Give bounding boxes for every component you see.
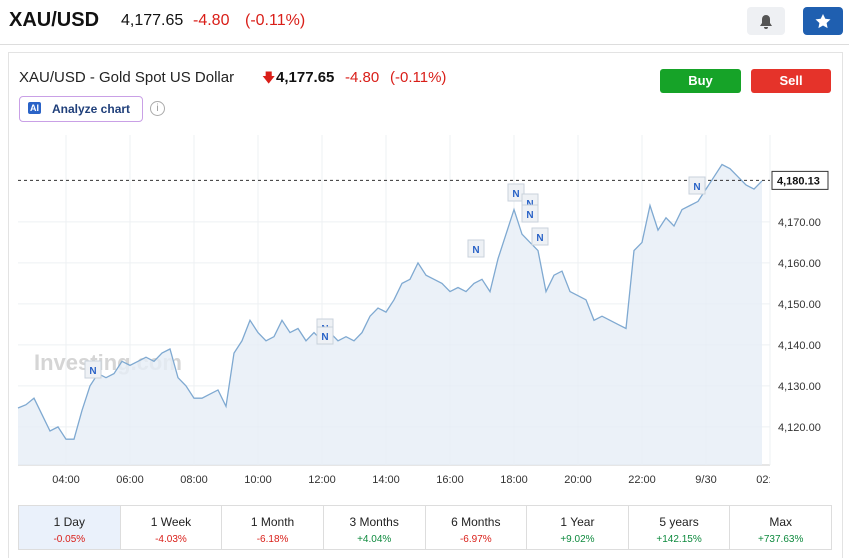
news-marker	[521, 204, 539, 223]
last-price-label: 4,180.13	[777, 175, 820, 187]
symbol: XAU/USD	[9, 9, 100, 31]
news-marker	[531, 227, 549, 246]
period-tab[interactable]: 3 Months +4.04%	[324, 506, 426, 549]
x-tick-label: 20:00	[564, 474, 592, 486]
alert-button[interactable]	[747, 7, 785, 35]
x-tick-label: 06:00	[116, 474, 144, 486]
header: XAU/USD 4,177.65 -4.80 (-0.11%)	[0, 0, 849, 45]
period-change: -4.03%	[155, 534, 187, 545]
period-tab[interactable]: 1 Day -0.05%	[19, 506, 121, 549]
news-marker	[507, 183, 525, 202]
period-change: +142.15%	[656, 534, 702, 545]
news-marker-label: N	[472, 245, 479, 256]
news-marker	[467, 239, 485, 258]
change-pct: (-0.11%)	[245, 12, 306, 29]
star-icon	[815, 14, 831, 29]
period-name: 1 Day	[53, 515, 85, 529]
news-marker	[688, 176, 706, 195]
period-bar: 1 Day -0.05% 1 Week -4.03% 1 Month -6.18% 3 Mo…	[18, 505, 832, 550]
news-marker	[316, 326, 334, 345]
x-tick-label: 10:00	[244, 474, 272, 486]
panel-price: 4,177.65	[276, 69, 335, 86]
news-marker	[84, 360, 102, 379]
y-tick-label: 4,160.00	[778, 258, 821, 270]
period-tab[interactable]: 1 Week -4.03%	[121, 506, 223, 549]
x-tick-label: 22:00	[628, 474, 656, 486]
x-tick-label: 16:00	[436, 474, 464, 486]
period-change: +9.02%	[560, 534, 595, 545]
buy-button[interactable]: Buy	[660, 69, 741, 93]
x-tick-label: 18:00	[500, 474, 528, 486]
period-name: 6 Months	[451, 515, 501, 529]
x-tick-label: 08:00	[180, 474, 208, 486]
analyze-label: Analyze chart	[52, 102, 131, 116]
down-arrow: 🡇	[262, 70, 276, 85]
y-tick-label: 4,140.00	[778, 340, 821, 352]
period-name: 3 Months	[349, 515, 399, 529]
info-icon[interactable]: i	[150, 101, 165, 116]
change: -4.80	[193, 12, 230, 29]
news-marker-label: N	[89, 366, 96, 377]
news-marker-label: N	[693, 182, 700, 193]
period-name: 5 years	[659, 515, 699, 529]
news-marker-label: N	[536, 233, 543, 244]
x-tick-label: 02:00	[756, 474, 784, 486]
x-tick-label: 14:00	[372, 474, 400, 486]
panel-change-pct: (-0.11%)	[390, 69, 447, 86]
period-change: -6.18%	[256, 534, 289, 545]
panel-change: -4.80	[345, 69, 380, 86]
chart: Investing.com 04:00 06:00 08:00 10:00 12:00 1…	[17, 135, 829, 486]
period-change: +4.04%	[357, 534, 392, 545]
price: 4,177.65	[121, 12, 184, 29]
y-tick-label: 4,150.00	[778, 299, 821, 311]
last-price-tag	[771, 170, 829, 190]
x-tick-label: 12:00	[308, 474, 336, 486]
period-change: +737.63%	[758, 534, 804, 545]
period-tab[interactable]: 1 Month -6.18%	[222, 506, 324, 549]
ai-badge: AI	[28, 102, 41, 114]
line	[17, 163, 763, 440]
watchlist-button[interactable]	[803, 7, 843, 35]
bell-icon	[760, 15, 772, 29]
area	[18, 164, 762, 465]
instrument-name: XAU/USD - Gold Spot US Dollar	[19, 69, 235, 86]
y-tick-label: 4,120.00	[778, 422, 821, 434]
news-marker-label: N	[526, 210, 533, 221]
period-tab[interactable]: Max +737.63%	[730, 506, 831, 549]
news-marker-label: N	[321, 332, 328, 343]
chart-card	[8, 52, 843, 558]
period-tab[interactable]: 6 Months -6.97%	[426, 506, 528, 549]
period-name: 1 Week	[150, 515, 192, 529]
y-tick-label: 4,170.00	[778, 217, 821, 229]
period-name: 1 Year	[560, 515, 595, 529]
x-tick-label: 04:00	[52, 474, 80, 486]
period-tab[interactable]: 5 years +142.15%	[629, 506, 731, 549]
y-tick-label: 4,130.00	[778, 381, 821, 393]
analyze-chart-button[interactable]: AI Analyze chart	[19, 96, 143, 122]
news-marker-label: N	[512, 189, 519, 200]
period-name: Max	[769, 515, 793, 529]
sell-button[interactable]: Sell	[751, 69, 831, 93]
plot-area: 04:00 06:00 08:00 10:00 12:00 14:00 16:00 18:00…	[52, 474, 784, 486]
x-tick-label: 9/30	[695, 474, 716, 486]
period-tab[interactable]: 1 Year +9.02%	[527, 506, 629, 549]
period-change: -6.97%	[459, 534, 492, 545]
period-name: 1 Month	[250, 515, 295, 529]
period-change: -0.05%	[53, 534, 86, 545]
